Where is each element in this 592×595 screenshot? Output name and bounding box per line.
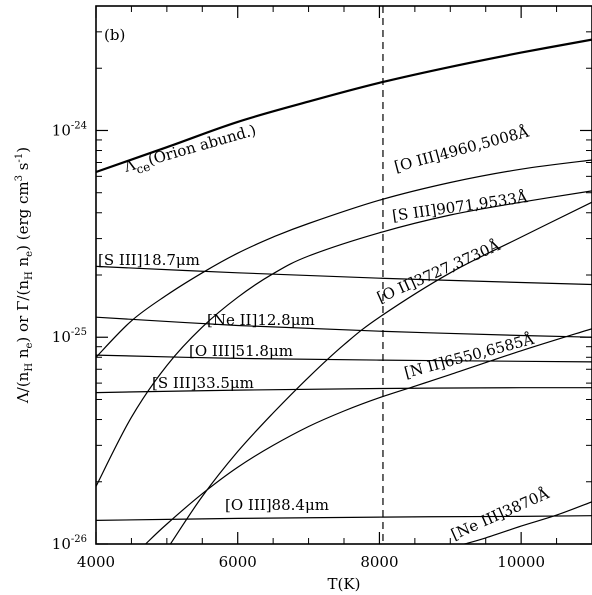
y-axis-title: Λ/(nH ne) or Γ/(nH ne) (erg cm3 s-1): [14, 147, 35, 404]
series-curves: [96, 38, 592, 544]
label-o2: [O II]3727,3730Å: [374, 236, 503, 306]
x-axis-title: T(K): [328, 575, 361, 593]
series-line-6: [96, 265, 592, 286]
series-line-8: [96, 354, 592, 363]
x-tick-label: 8000: [360, 553, 398, 571]
panel-label: (b): [104, 26, 125, 44]
label-cooling: Λce(Orion abund.): [121, 121, 259, 180]
y-tick-label: 10-25: [52, 327, 87, 346]
y-tick-label: 10-26: [52, 534, 87, 553]
series-line-5: [464, 501, 592, 544]
series-line-3: [169, 201, 592, 544]
series-line-9: [96, 387, 592, 394]
series-line-2: [96, 190, 592, 487]
label-ne3: [Ne III]3870Å: [448, 484, 552, 543]
y-tick-label: 10-24: [52, 120, 87, 139]
label-n2: [N II]6550,6585Å: [402, 330, 536, 382]
axis-ticks: 4000 6000 8000 10000 10-26 10-25 10-24: [52, 5, 592, 571]
series-line-4: [145, 328, 592, 544]
series-line-10: [96, 515, 592, 521]
label-s3-18um: [S III]18.7μm: [98, 251, 200, 269]
label-s3-optical: [S III]9071,9533Å: [391, 188, 529, 225]
x-tick-label: 10000: [497, 553, 545, 571]
series-line-1: [96, 159, 592, 358]
series-line-0: [96, 38, 592, 174]
x-tick-label: 4000: [77, 553, 115, 571]
x-tick-label: 6000: [219, 553, 257, 571]
series-line-7: [96, 316, 592, 338]
label-o3-51um: [O III]51.8μm: [189, 342, 293, 360]
label-o3-88um: [O III]88.4μm: [225, 496, 329, 514]
label-ne2-12um: [Ne II]12.8μm: [207, 311, 315, 329]
label-o3-optical: [O III]4960,5008Å: [392, 123, 531, 176]
plot-frame: [95, 5, 592, 545]
label-s3-33um: [S III]33.5μm: [152, 374, 254, 392]
